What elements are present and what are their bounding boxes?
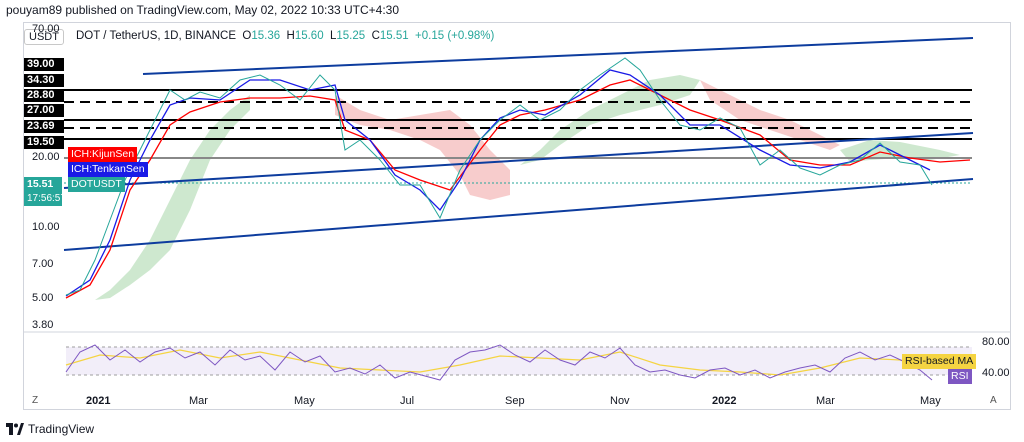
x-label: 2022 bbox=[712, 395, 737, 407]
rsi-ma-line bbox=[65, 349, 931, 376]
symbol-name: DOT / TetherUS, 1D, BINANCE bbox=[76, 30, 236, 42]
x-label: Jul bbox=[400, 395, 415, 407]
rsi-band bbox=[66, 347, 972, 375]
kijun-tag: ICH:KijunSen bbox=[68, 147, 138, 162]
close-label: C bbox=[371, 30, 380, 42]
x-label: May bbox=[920, 395, 941, 407]
footer-brand: TradingView bbox=[6, 422, 94, 436]
trendline-lower bbox=[63, 178, 974, 251]
brand-name: TradingView bbox=[28, 422, 95, 436]
high-label: H bbox=[286, 30, 295, 42]
open-label: O bbox=[242, 30, 252, 42]
high-value: 15.60 bbox=[294, 30, 324, 42]
level-label: 39.00 bbox=[24, 58, 64, 71]
y-tick: 70.00 bbox=[32, 23, 60, 35]
tradingview-logo-icon bbox=[6, 423, 24, 435]
x-label: Sep bbox=[505, 395, 525, 407]
y-tick: 10.00 bbox=[32, 221, 60, 233]
trendline-mid bbox=[63, 132, 974, 189]
x-label: May bbox=[294, 395, 315, 407]
level-label: 27.00 bbox=[24, 104, 64, 117]
symbol-legend: DOT / TetherUS, 1D, BINANCE O15.36 H15.6… bbox=[76, 30, 494, 42]
y-tick: 20.00 bbox=[32, 151, 60, 163]
change-value: +0.15 (+0.98%) bbox=[415, 30, 495, 42]
level-label: 34.30 bbox=[24, 74, 64, 87]
close-value: 15.51 bbox=[379, 30, 409, 42]
rsi-tick: 80.00 bbox=[982, 336, 1010, 348]
trendline-upper bbox=[142, 37, 974, 75]
x-label: Mar bbox=[816, 395, 835, 407]
x-label: 2021 bbox=[86, 395, 111, 407]
ichimoku-cloud-red-2 bbox=[700, 80, 840, 150]
rsi-ma-tag: RSI-based MA bbox=[902, 354, 977, 369]
ichimoku-cloud-green-2 bbox=[520, 75, 700, 165]
kijun-line bbox=[65, 79, 971, 299]
current-price-tag: 15.51 bbox=[24, 177, 62, 192]
level-label: 28.80 bbox=[24, 89, 64, 102]
level-label: 23.69 bbox=[24, 120, 64, 133]
low-label: L bbox=[329, 30, 337, 42]
y-tick: 7.00 bbox=[32, 258, 54, 270]
y-tick: 3.80 bbox=[32, 319, 54, 331]
x-label: Nov bbox=[610, 395, 630, 407]
price-line bbox=[65, 57, 933, 296]
ichimoku-cloud-red-1 bbox=[335, 95, 510, 200]
auto-scale-button[interactable]: A bbox=[990, 395, 997, 406]
currency-button[interactable]: USDT bbox=[24, 29, 64, 45]
zoom-button[interactable]: Z bbox=[32, 395, 39, 406]
ichimoku-cloud-green bbox=[95, 95, 250, 300]
rsi-line bbox=[65, 344, 933, 381]
open-value: 15.36 bbox=[251, 30, 281, 42]
tenkan-tag: ICH:TenkanSen bbox=[68, 162, 148, 177]
symbol-tag: DOTUSDT bbox=[68, 177, 125, 192]
rsi-tick: 40.00 bbox=[982, 367, 1010, 379]
level-label: 19.50 bbox=[24, 136, 64, 149]
chart-frame[interactable] bbox=[23, 22, 1011, 410]
rsi-tag: RSI bbox=[948, 369, 972, 384]
y-tick: 5.00 bbox=[32, 292, 54, 304]
countdown-tag: 17:56:57 bbox=[24, 191, 66, 206]
tenkan-line bbox=[65, 69, 931, 297]
x-label: Mar bbox=[189, 395, 208, 407]
low-value: 15.25 bbox=[336, 30, 366, 42]
published-header: pouyam89 published on TradingView.com, M… bbox=[6, 3, 400, 17]
